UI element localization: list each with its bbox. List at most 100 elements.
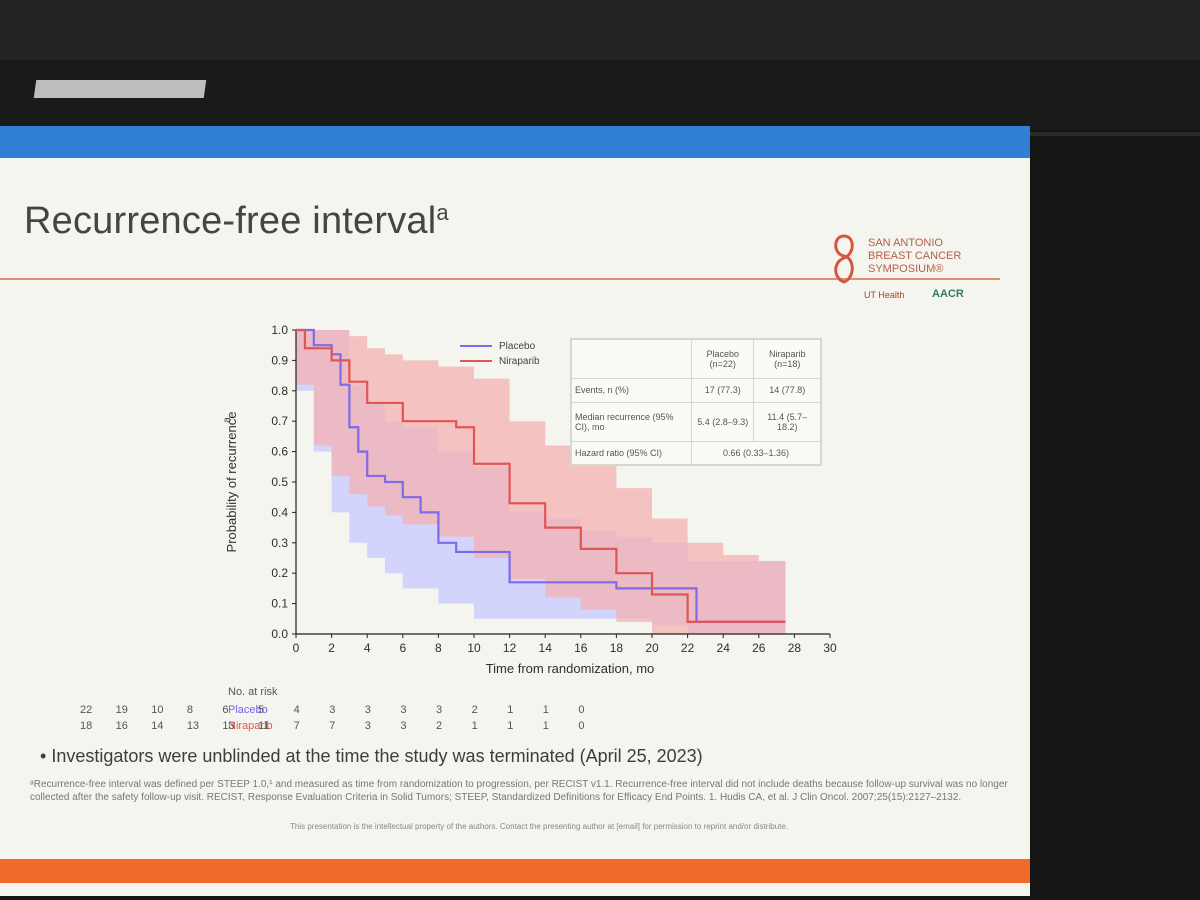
- x-tick-label: 6: [399, 641, 406, 655]
- summary-table-row: Median recurrence (95% CI), mo 5.4 (2.8–…: [571, 401, 821, 442]
- risk-placebo-value: 8: [186, 704, 193, 716]
- summary-table-header-row: Placebo (n=22) Niraparib (n=18): [571, 338, 821, 380]
- x-tick-label: 22: [681, 641, 695, 655]
- risk-placebo-value: 4: [293, 704, 300, 716]
- slide-bottom-band: [0, 859, 1030, 883]
- y-axis-label: Probability of recurrence: [224, 412, 239, 553]
- slide-title-superscript: a: [436, 200, 449, 225]
- risk-niraparib-value: 7: [293, 720, 300, 732]
- risk-niraparib-value: 16: [115, 720, 128, 732]
- summary-table-cell: Events, n (%): [571, 378, 692, 403]
- y-tick-label: 0.9: [271, 353, 288, 367]
- risk-niraparib-value: 0: [578, 720, 585, 732]
- y-tick-label: 0.8: [271, 384, 288, 398]
- summary-table-cell: 5.4 (2.8–9.3): [690, 401, 755, 442]
- y-tick-label: 0.3: [271, 536, 288, 550]
- symposium-logo-icon: [834, 234, 854, 284]
- niraparib-line: [296, 328, 786, 623]
- summary-table-header-cell: Niraparib (n=18): [753, 338, 821, 380]
- summary-table-row: Hazard ratio (95% CI) 0.66 (0.33–1.36): [571, 440, 822, 466]
- risk-placebo-row: Placebo 22 19 10 8 6 5 4 3 3 3 3 2 1 1 0: [80, 704, 838, 718]
- slide-title-text: Recurrence-free interval: [24, 200, 437, 242]
- aacr-logo: AACR: [932, 288, 964, 300]
- risk-placebo-value: 22: [80, 704, 93, 716]
- summary-table-cell: 0.66 (0.33–1.36): [690, 440, 822, 466]
- risk-niraparib-value: 1: [507, 720, 514, 732]
- risk-header-label: No. at risk: [228, 686, 278, 698]
- summary-table-header-cell: [571, 338, 692, 380]
- stage-light: [33, 80, 207, 98]
- risk-placebo-value: 3: [436, 704, 443, 716]
- summary-table-cell: Median recurrence (95% CI), mo: [571, 401, 692, 442]
- x-tick-label: 12: [503, 641, 517, 655]
- chart-area: 0.0 0.1 0.2 0.3 0.4 0.5 0.6 0.7 0.8 0.9 1.0 0 2 4 6 8 10…: [210, 312, 860, 692]
- footnote: ᵃRecurrence-free interval was defined pe…: [30, 779, 1008, 803]
- slide-top-band: [0, 126, 1030, 158]
- x-tick-label: 2: [328, 641, 335, 655]
- risk-placebo-value: 2: [471, 704, 478, 716]
- x-tick-label: 10: [467, 641, 481, 655]
- risk-header-row: No. at risk: [228, 686, 838, 700]
- x-tick-label: 0: [293, 641, 300, 655]
- logo-line-2: BREAST CANCER: [868, 250, 962, 262]
- x-tick-label: 8: [435, 641, 442, 655]
- logo-line-3: SYMPOSIUM®: [868, 263, 944, 275]
- summary-table-row: Events, n (%) 17 (77.3) 14 (77.8): [571, 378, 821, 403]
- risk-placebo-value: 1: [507, 704, 514, 716]
- niraparib-ci-band: [296, 330, 786, 634]
- x-tick-label: 30: [823, 641, 837, 655]
- km-chart: 0.0 0.1 0.2 0.3 0.4 0.5 0.6 0.7 0.8 0.9 1.0 0 2 4 6 8 10…: [222, 323, 837, 676]
- ceiling-truss: [0, 0, 1200, 60]
- risk-placebo-value: 3: [329, 704, 336, 716]
- summary-table-grid: Placebo (n=22) Niraparib (n=18) Events, …: [571, 338, 822, 466]
- risk-niraparib-value: 13: [222, 720, 235, 732]
- risk-placebo-label: Placebo: [228, 704, 268, 716]
- y-tick-label: 0.4: [271, 505, 288, 519]
- risk-niraparib-value: 7: [329, 720, 336, 732]
- risk-placebo-value: 3: [400, 704, 407, 716]
- risk-niraparib-value: 1: [542, 720, 549, 732]
- risk-placebo-value: 0: [578, 704, 585, 716]
- summary-table-cell: 14 (77.8): [753, 378, 821, 403]
- risk-niraparib-value: 3: [364, 720, 371, 732]
- bullet-marker-icon: •: [40, 746, 47, 766]
- risk-placebo-value: 6: [222, 704, 229, 716]
- risk-placebo-value: 3: [364, 704, 371, 716]
- logo-line-1: SAN ANTONIO: [868, 237, 943, 249]
- number-at-risk-table: No. at risk Placebo 22 19 10 8 6 5 4 3 3 3 3 2 1 1 0 N…: [80, 686, 838, 738]
- x-tick-label: 4: [364, 641, 371, 655]
- risk-niraparib-row: Niraparib 18 16 14 13 13 11 7 7 3 3 2 1 1 1 0: [80, 720, 838, 734]
- risk-placebo-value: 1: [542, 704, 549, 716]
- ut-health-logo: UT Health: [864, 290, 905, 300]
- projection-screen: Recurrence-free intervala SAN ANTONIO BR…: [0, 126, 1030, 896]
- y-axis-label-superscript: a: [222, 417, 233, 423]
- x-tick-label: 20: [645, 641, 659, 655]
- conference-logo: SAN ANTONIO BREAST CANCER SYMPOSIUM® UT …: [820, 230, 1000, 312]
- risk-niraparib-value: 1: [471, 720, 478, 732]
- risk-niraparib-value: 14: [151, 720, 164, 732]
- risk-placebo-value: 10: [151, 704, 164, 716]
- summary-table-cell: 11.4 (5.7–18.2): [753, 401, 821, 442]
- y-tick-label: 0.5: [271, 475, 288, 489]
- x-axis-label: Time from randomization, mo: [486, 661, 655, 676]
- y-tick-label: 0.1: [271, 597, 288, 611]
- x-tick-label: 26: [752, 641, 766, 655]
- y-tick-label: 0.2: [271, 566, 288, 580]
- y-tick-label: 0.7: [271, 414, 288, 428]
- summary-table: Placebo (n=22) Niraparib (n=18) Events, …: [570, 338, 822, 466]
- x-tick-label: 14: [539, 641, 553, 655]
- x-tick-label: 28: [788, 641, 802, 655]
- summary-table-cell: Hazard ratio (95% CI): [571, 440, 692, 466]
- risk-niraparib-value: 3: [400, 720, 407, 732]
- risk-niraparib-value: 13: [186, 720, 200, 732]
- summary-table-cell: 17 (77.3): [690, 378, 755, 403]
- y-tick-label: 0.0: [271, 627, 288, 641]
- bullet-point: • Investigators were unblinded at the ti…: [40, 746, 703, 767]
- bottom-notice: This presentation is the intellectual pr…: [290, 822, 789, 831]
- title-divider: [0, 278, 1000, 280]
- y-tick-label: 1.0: [271, 323, 288, 337]
- summary-table-header-cell: Placebo (n=22): [690, 338, 755, 380]
- y-tick-label: 0.6: [271, 445, 288, 459]
- legend-niraparib-label: Niraparib: [499, 356, 540, 367]
